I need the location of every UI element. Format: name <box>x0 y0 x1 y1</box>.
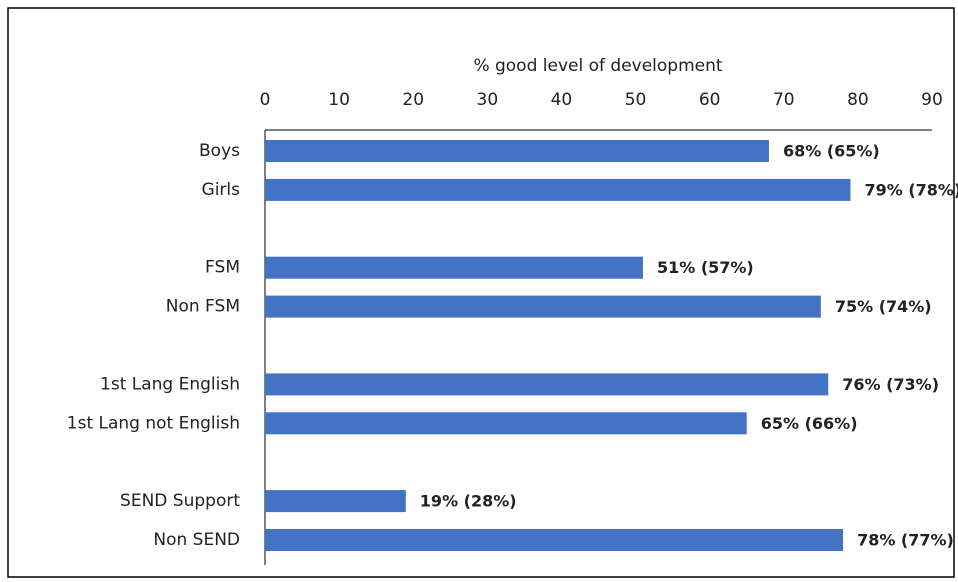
x-tick-label: 0 <box>260 90 271 110</box>
x-tick-label: 40 <box>551 90 573 110</box>
bar <box>265 412 747 435</box>
x-tick-label: 60 <box>699 90 721 110</box>
y-tick-label: Girls <box>202 180 241 200</box>
bar <box>265 256 643 279</box>
value-label: 76% (73%) <box>842 375 939 394</box>
value-label: 51% (57%) <box>657 258 754 277</box>
value-label: 78% (77%) <box>857 531 954 550</box>
value-label: 68% (65%) <box>783 142 880 161</box>
x-tick-label: 10 <box>328 90 350 110</box>
y-tick-label: 1st Lang not English <box>67 413 240 433</box>
bar <box>265 295 821 318</box>
bar <box>265 490 406 513</box>
x-tick-label: 30 <box>477 90 499 110</box>
x-tick-label: 90 <box>921 90 943 110</box>
bar <box>265 178 851 201</box>
x-tick-label: 80 <box>847 90 869 110</box>
bar <box>265 373 829 396</box>
x-tick-label: 50 <box>625 90 647 110</box>
chart-border <box>7 7 955 578</box>
bar <box>265 140 769 162</box>
value-label: 79% (78%) <box>864 180 958 199</box>
x-axis-label: % good level of development <box>473 56 722 76</box>
bar <box>265 529 844 551</box>
value-label: 75% (74%) <box>835 297 932 316</box>
x-tick-label: 70 <box>773 90 795 110</box>
value-label: 19% (28%) <box>420 492 517 511</box>
y-tick-label: Boys <box>199 141 240 161</box>
y-tick-label: FSM <box>205 258 240 278</box>
y-tick-label: SEND Support <box>120 491 240 511</box>
y-tick-label: Non SEND <box>153 530 240 550</box>
value-label: 65% (66%) <box>761 414 858 433</box>
x-tick-label: 20 <box>402 90 424 110</box>
y-tick-label: 1st Lang English <box>100 374 240 394</box>
y-tick-label: Non FSM <box>166 297 240 317</box>
